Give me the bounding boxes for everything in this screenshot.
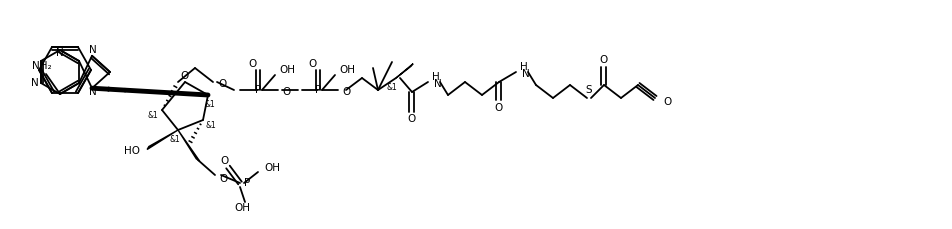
Polygon shape <box>178 130 200 161</box>
Text: O: O <box>248 59 257 69</box>
Text: O: O <box>181 71 188 81</box>
Text: P: P <box>314 85 321 95</box>
Text: H: H <box>431 72 439 82</box>
Text: O: O <box>407 114 416 124</box>
Text: &1: &1 <box>169 136 180 144</box>
Text: O: O <box>282 87 290 97</box>
Text: S: S <box>585 85 592 95</box>
Text: OH: OH <box>234 203 249 213</box>
Text: &1: &1 <box>148 112 158 120</box>
Text: OH: OH <box>279 65 295 75</box>
Text: OH: OH <box>264 163 280 173</box>
Text: N: N <box>434 79 442 89</box>
Text: O: O <box>663 97 670 107</box>
Polygon shape <box>147 130 178 150</box>
Text: NH₂: NH₂ <box>32 61 51 71</box>
Text: O: O <box>219 174 227 184</box>
Text: H: H <box>520 62 527 72</box>
Text: P: P <box>254 85 261 95</box>
Text: HO: HO <box>124 146 140 156</box>
Text: &1: &1 <box>206 122 216 131</box>
Text: O: O <box>599 55 607 65</box>
Polygon shape <box>396 64 412 78</box>
Text: N: N <box>89 87 97 97</box>
Text: N: N <box>522 69 529 79</box>
Text: &1: &1 <box>387 82 397 92</box>
Text: OH: OH <box>339 65 355 75</box>
Text: N: N <box>89 45 97 55</box>
Text: N: N <box>56 48 64 58</box>
Text: O: O <box>218 79 226 89</box>
Text: O: O <box>308 59 317 69</box>
Text: O: O <box>221 156 228 166</box>
Text: O: O <box>342 87 350 97</box>
Text: P: P <box>244 178 250 188</box>
Text: N: N <box>31 78 39 88</box>
Text: &1: &1 <box>205 101 215 109</box>
Text: O: O <box>494 103 503 113</box>
